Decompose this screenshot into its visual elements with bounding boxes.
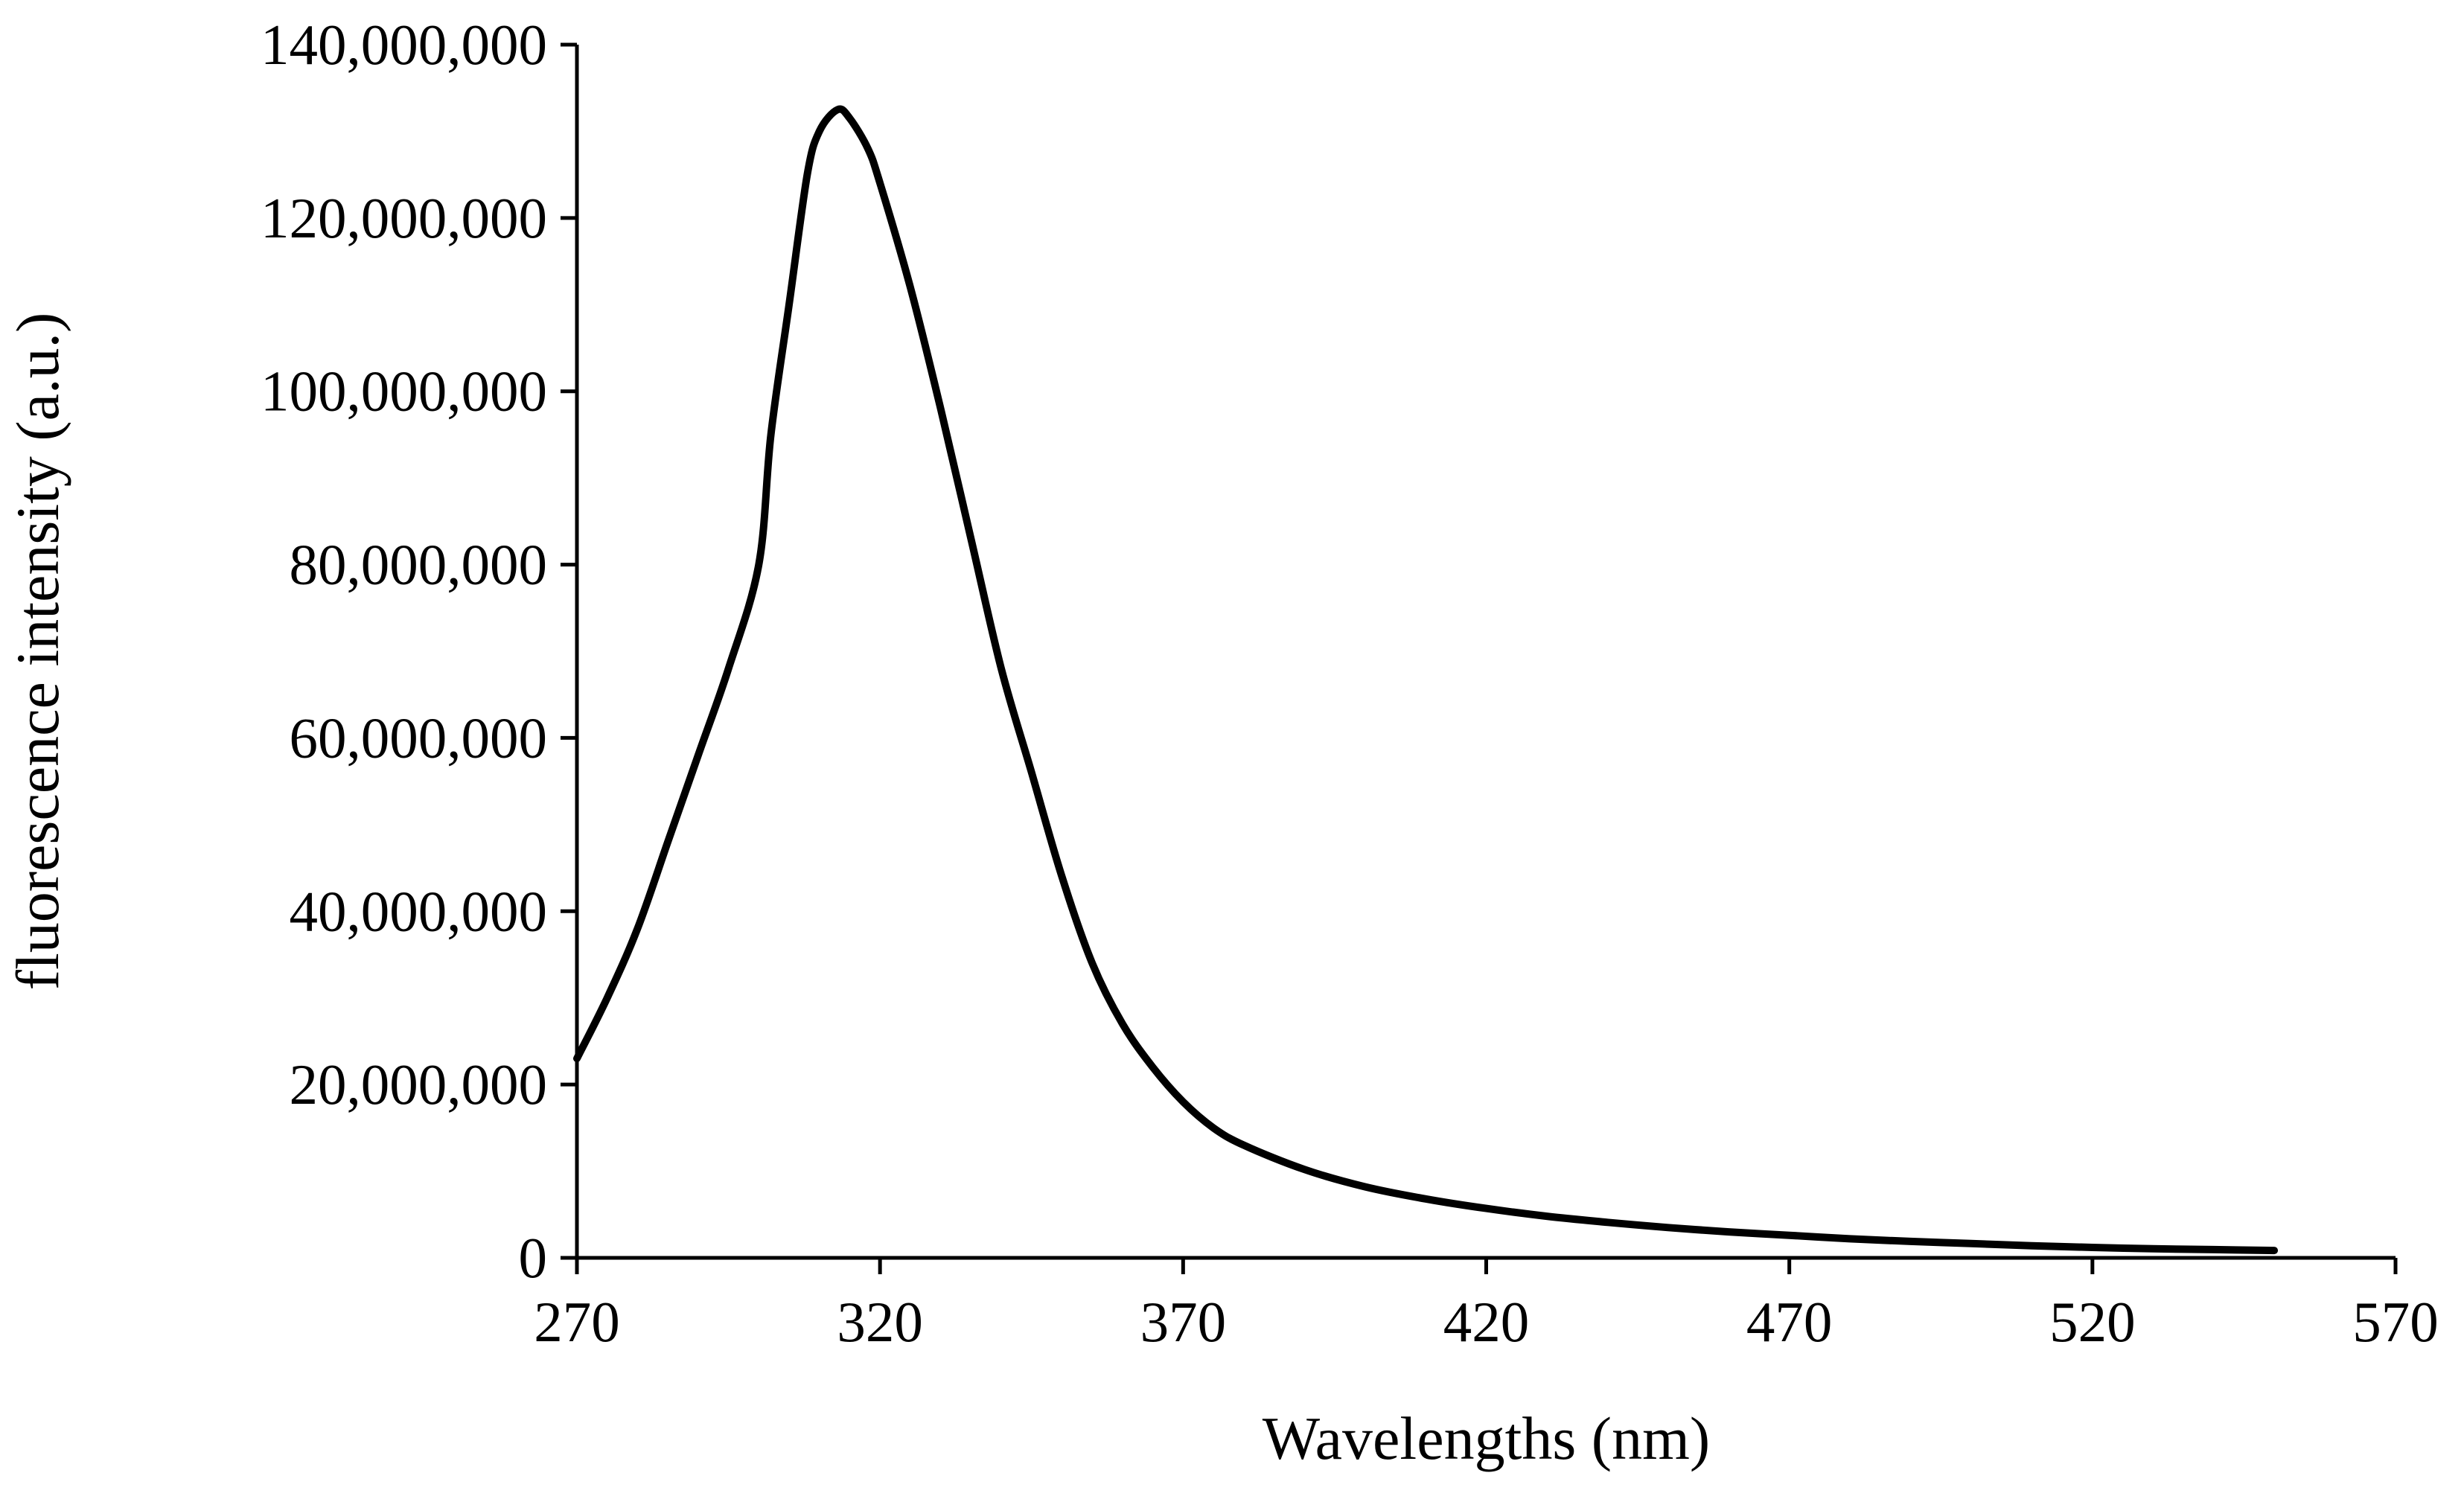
y-tick-label: 60,000,000: [290, 706, 548, 770]
y-tick-label: 120,000,000: [261, 186, 547, 250]
y-tick-label: 0: [519, 1226, 548, 1290]
y-axis-ticks: 0 20,000,000 40,000,000 60,000,000 80,000,00…: [261, 13, 577, 1290]
y-tick-label: 40,000,000: [290, 879, 548, 943]
series-line-0: [573, 105, 2279, 1255]
x-tick-label: 470: [1746, 1290, 1833, 1354]
x-tick-label: 320: [837, 1290, 923, 1354]
x-tick-label: 270: [534, 1290, 620, 1354]
y-tick-label: 80,000,000: [290, 533, 548, 597]
x-tick-label: 370: [1140, 1290, 1227, 1354]
y-tick-label: 20,000,000: [290, 1052, 548, 1116]
x-tick-label: 520: [2049, 1290, 2136, 1354]
y-axis-title: fluorescence intensity (a.u.): [4, 313, 71, 991]
y-tick-label: 140,000,000: [261, 13, 547, 77]
x-axis-ticks: 270 320 370 420 470 520 570: [534, 1258, 2439, 1354]
plot-area: [573, 105, 2279, 1255]
x-tick-label: 570: [2352, 1290, 2439, 1354]
x-tick-label: 420: [1443, 1290, 1530, 1354]
x-axis-title: Wavelengths (nm): [1263, 1404, 1710, 1472]
y-tick-label: 100,000,000: [261, 359, 547, 424]
